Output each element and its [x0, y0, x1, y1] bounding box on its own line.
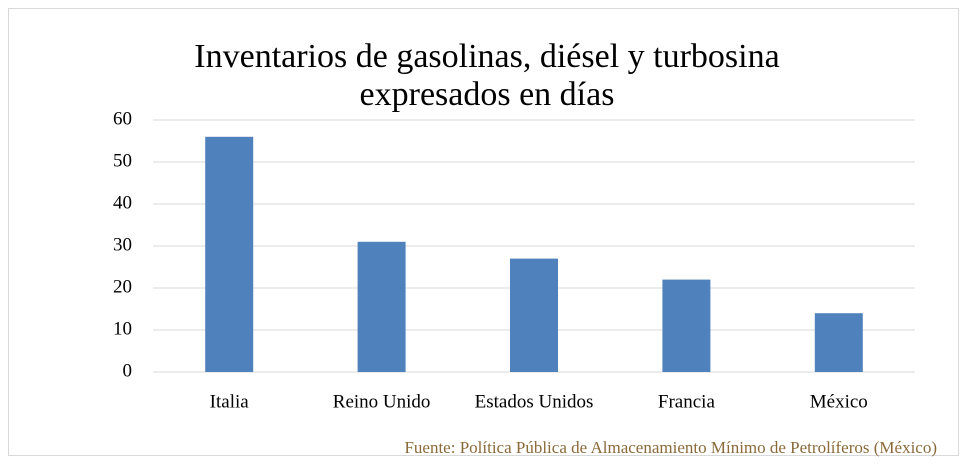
source-note: Fuente: Política Pública de Almacenamien… [404, 438, 937, 457]
y-tick-label: 30 [113, 234, 132, 255]
chart-border [8, 8, 959, 456]
chart-title: Inventarios de gasolinas, diésel y turbo… [194, 38, 780, 113]
bar [510, 258, 558, 372]
y-tick-label: 50 [113, 150, 132, 171]
bar [205, 136, 254, 372]
x-tick-label: Reino Unido [333, 391, 431, 412]
y-tick-label: 10 [113, 318, 132, 339]
x-tick-label: Francia [658, 391, 716, 412]
y-tick-label: 40 [113, 192, 132, 213]
x-tick-label: Estados Unidos [475, 391, 594, 412]
bar [814, 313, 863, 372]
y-tick-label: 60 [113, 108, 132, 129]
y-tick-label: 20 [113, 276, 132, 297]
x-tick-label: México [810, 391, 868, 412]
x-tick-label: Italia [210, 391, 250, 412]
bar [662, 279, 711, 372]
y-tick-label: 0 [123, 360, 133, 381]
bar [357, 241, 406, 372]
